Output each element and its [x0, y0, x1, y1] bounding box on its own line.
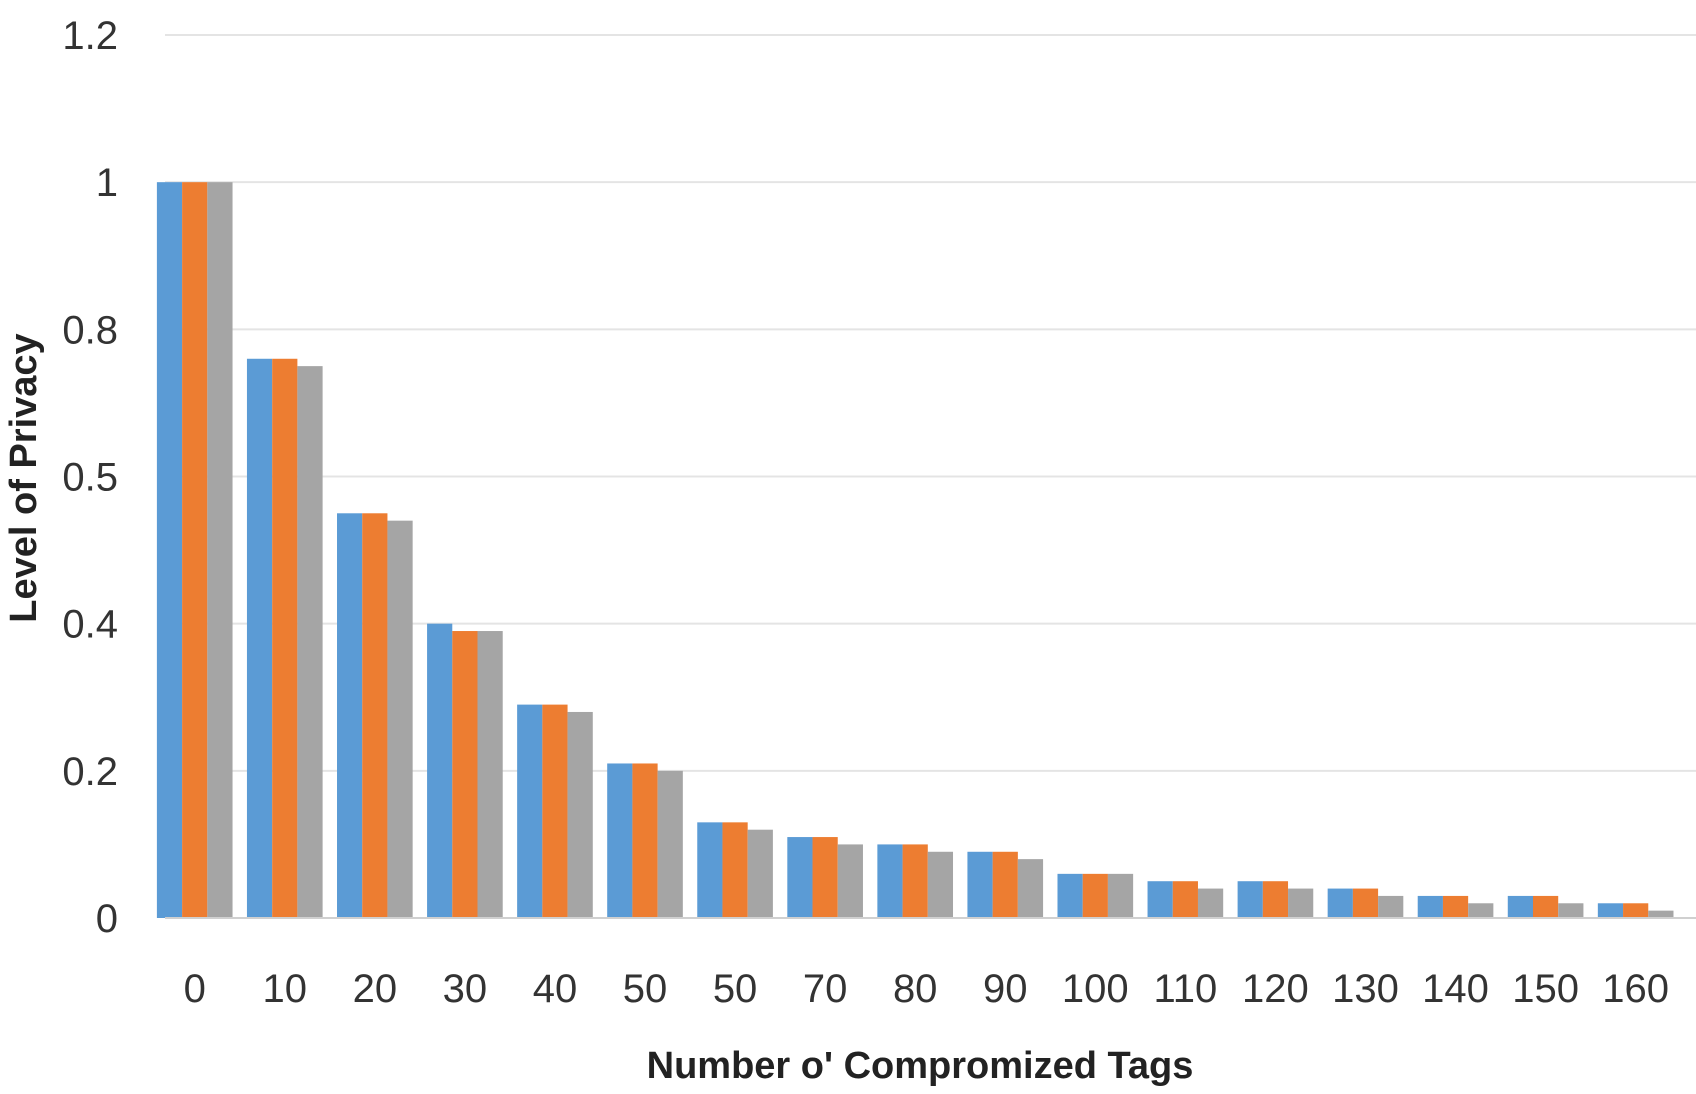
bar: [1197, 888, 1224, 918]
bar: [1507, 895, 1533, 918]
bar: [1352, 888, 1379, 918]
y-tick-label: 0.5: [62, 456, 118, 500]
gridlines: [165, 34, 1696, 772]
bar: [1648, 910, 1674, 918]
bar: [1327, 888, 1353, 918]
bar: [787, 837, 813, 918]
bar: [542, 704, 568, 918]
bar: [337, 513, 363, 918]
y-tick-label: 0.2: [62, 750, 118, 794]
bar: [1468, 903, 1494, 918]
bar: [607, 763, 633, 918]
x-tick-label: 70: [803, 967, 848, 1011]
y-axis-title: Level of Privacy: [3, 333, 45, 622]
x-tick-label: 140: [1422, 967, 1489, 1011]
y-tick-label: 1: [96, 161, 118, 205]
bar: [207, 182, 233, 918]
bar: [567, 711, 593, 918]
bar: [477, 631, 503, 918]
x-tick-label: 90: [983, 967, 1028, 1011]
y-tick-label: 0.8: [62, 308, 118, 352]
bar: [657, 770, 683, 918]
x-tick-label: 50: [623, 967, 668, 1011]
x-tick-label: 40: [533, 967, 578, 1011]
bar: [387, 520, 413, 918]
bar: [1237, 881, 1263, 918]
bars: [156, 182, 1674, 918]
bar: [927, 851, 954, 918]
x-tick-label: 10: [263, 967, 308, 1011]
bar: [1057, 873, 1083, 918]
bar: [427, 623, 453, 918]
bar: [1172, 881, 1198, 918]
bar: [272, 358, 298, 918]
bar: [1107, 873, 1134, 918]
bar: [837, 844, 863, 918]
y-axis-tick-labels: 0 0.2 0.4 0.5 0.8 1 1.2: [62, 14, 118, 941]
bar: [697, 822, 723, 918]
x-axis-title: Number o' Compromized Tags: [647, 1045, 1194, 1087]
x-tick-label: 0: [184, 967, 206, 1011]
bar: [452, 631, 478, 918]
y-tick-label: 0: [96, 897, 118, 941]
x-tick-label: 150: [1512, 967, 1579, 1011]
x-tick-label: 20: [353, 967, 398, 1011]
bar: [722, 822, 748, 918]
bar: [1417, 895, 1443, 918]
bar: [1262, 881, 1289, 918]
bar: [1597, 903, 1624, 918]
x-tick-label: 30: [443, 967, 488, 1011]
bar: [992, 851, 1018, 918]
bar: [246, 358, 273, 918]
bar: [877, 844, 903, 918]
x-tick-label: 80: [893, 967, 938, 1011]
bar: [967, 851, 993, 918]
bar: [902, 844, 928, 918]
x-tick-label: 50: [713, 967, 758, 1011]
bar: [1623, 903, 1649, 918]
bar: [1082, 873, 1108, 918]
bar: [517, 704, 543, 918]
bar: [747, 829, 773, 918]
bar: [362, 513, 388, 918]
bar: [1147, 881, 1173, 918]
bar: [632, 763, 658, 918]
bar: [1378, 895, 1404, 918]
bar: [1442, 895, 1469, 918]
bar: [1558, 903, 1584, 918]
bar: [182, 182, 208, 918]
bar: [156, 182, 183, 918]
y-tick-label: 0.4: [62, 603, 118, 647]
bar: [1288, 888, 1314, 918]
x-tick-label: 160: [1602, 967, 1669, 1011]
bar: [812, 837, 838, 918]
bar: [1017, 859, 1044, 918]
x-tick-label: 130: [1332, 967, 1399, 1011]
x-tick-label: 120: [1242, 967, 1309, 1011]
x-tick-label: 100: [1062, 967, 1129, 1011]
y-tick-label: 1.2: [62, 14, 118, 58]
bar: [297, 366, 323, 918]
x-tick-label: 110: [1153, 967, 1217, 1011]
x-axis-tick-labels: 0 10 20 30 40 50 50 70 80 90 100 110 120 130 140 150 160: [184, 967, 1669, 1011]
bar: [1532, 895, 1559, 918]
